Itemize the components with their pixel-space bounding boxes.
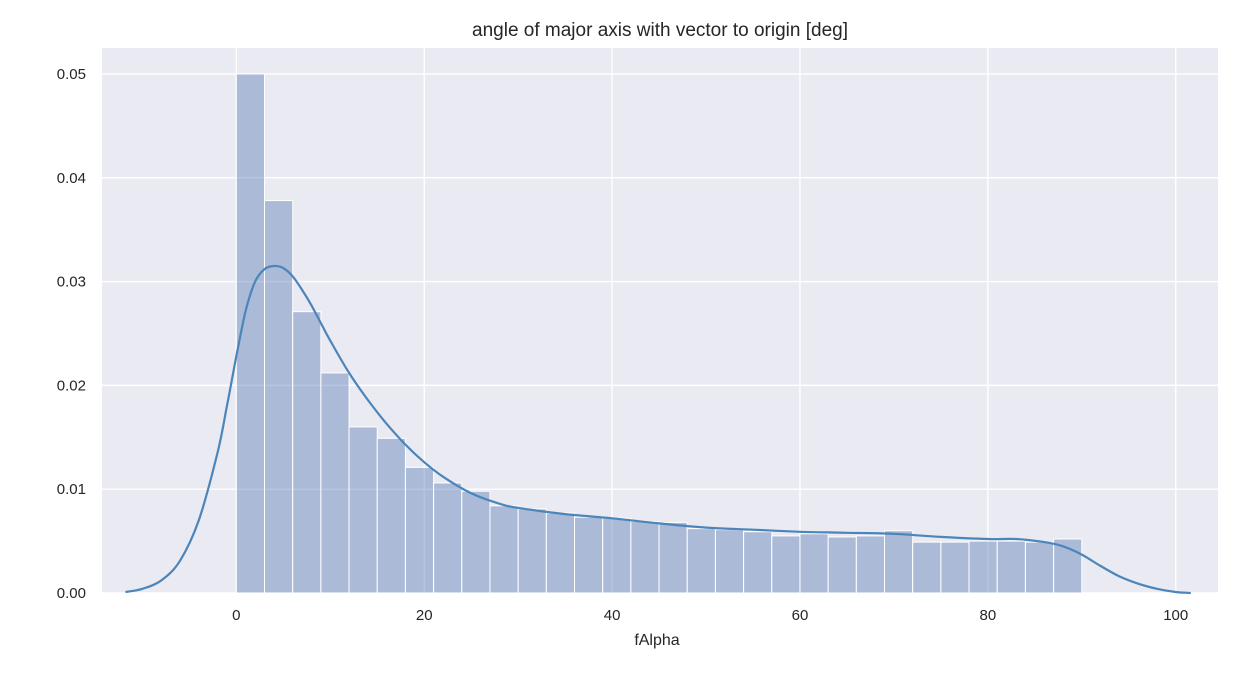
histogram-bar	[433, 482, 463, 594]
histogram-bar	[320, 372, 350, 594]
y-tick-label: 0.01	[57, 481, 86, 498]
x-tick-label: 100	[1163, 607, 1188, 624]
histogram-bar	[404, 466, 435, 594]
histogram-bar	[799, 533, 829, 594]
histogram-bar	[348, 426, 378, 594]
x-tick-labels: 0 20 40 60 80 100	[232, 607, 1188, 624]
histogram-bar	[912, 541, 942, 594]
x-tick-label: 40	[604, 607, 621, 624]
y-tick-label: 0.03	[57, 274, 86, 291]
histogram-bar	[1024, 541, 1055, 594]
histogram-bar	[884, 530, 914, 594]
x-tick-label: 80	[980, 607, 997, 624]
x-tick-label: 0	[232, 607, 240, 624]
histogram-bar	[489, 505, 519, 594]
histogram-bar	[658, 521, 688, 594]
histogram-bar	[743, 531, 773, 594]
histogram-bar	[461, 490, 491, 594]
plot-background	[102, 48, 1218, 593]
histogram-bar	[686, 528, 716, 594]
histogram-bar	[996, 540, 1026, 594]
histogram-bar	[292, 311, 322, 594]
y-tick-label: 0.05	[57, 66, 86, 83]
histogram-bar	[714, 529, 745, 594]
histogram-bar	[602, 517, 632, 594]
y-tick-labels: 0.00 0.01 0.02 0.03 0.04 0.05	[57, 66, 86, 602]
histogram-bar	[940, 541, 970, 594]
x-tick-label: 60	[792, 607, 809, 624]
y-tick-label: 0.00	[57, 585, 86, 602]
histogram-bar	[574, 516, 604, 594]
x-axis-label: fAlpha	[634, 632, 679, 649]
histogram-bar	[771, 535, 801, 594]
histogram-bar	[264, 200, 294, 594]
histogram-bars	[235, 73, 1083, 594]
histogram-bar	[630, 520, 660, 594]
histogram-bar	[376, 437, 406, 594]
histogram-bar	[827, 536, 857, 594]
histogram-bar	[855, 535, 886, 594]
histogram-bar	[968, 540, 998, 594]
kde-line	[125, 264, 1191, 595]
x-tick-label: 20	[416, 607, 433, 624]
histogram-bar	[545, 512, 576, 594]
y-tick-label: 0.04	[57, 170, 86, 187]
chart-title: angle of major axis with vector to origi…	[472, 20, 848, 41]
y-tick-label: 0.02	[57, 377, 86, 394]
histogram-bar	[517, 508, 547, 594]
